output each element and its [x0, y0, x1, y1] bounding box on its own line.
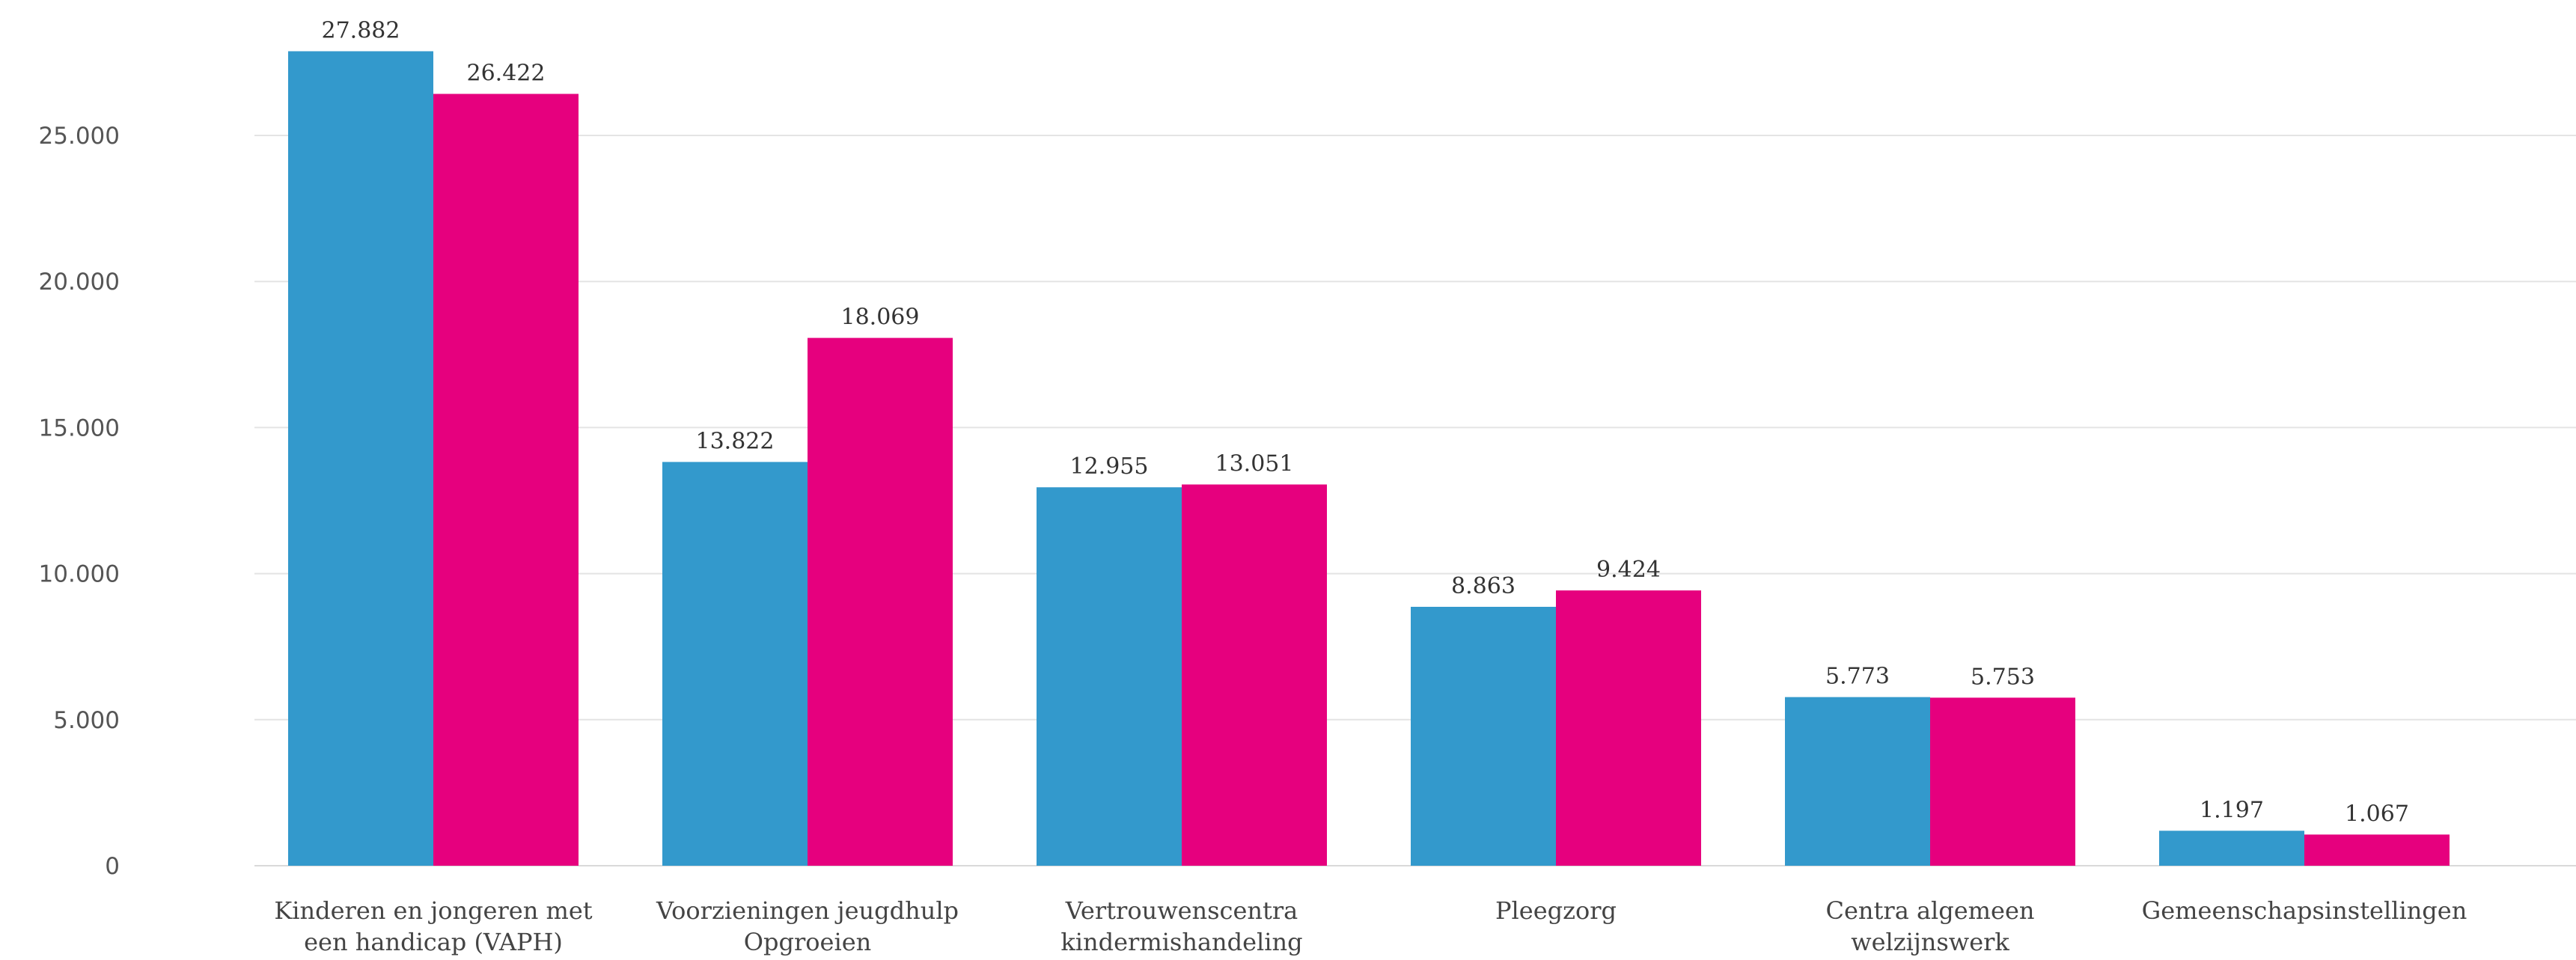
category-label-line: Vertrouwenscentra: [1065, 896, 1298, 925]
category-label-0: Kinderen en jongeren met een handicap (VA…: [274, 896, 592, 956]
data-label-3-series-0: 8.863: [1451, 573, 1516, 599]
data-label-5-series-0: 1.197: [2200, 797, 2264, 823]
category-label-2: Vertrouwenscentra kindermishandeling: [1060, 896, 1302, 956]
bars: [288, 51, 2450, 866]
y-tick-label-2: 10.000: [39, 561, 120, 588]
data-label-0-series-0: 27.882: [322, 17, 400, 43]
category-label-4: Centra algemeen welzijnswerk: [1826, 896, 2035, 956]
category-label-line: Centra algemeen: [1826, 896, 2035, 925]
bar-4-series-0: [1785, 697, 1930, 866]
data-label-4-series-1: 5.753: [1971, 664, 2035, 690]
bar-0-series-1: [433, 94, 579, 866]
bar-0-series-0: [288, 51, 433, 866]
category-label-1: Voorzieningen jeugdhulp Opgroeien: [656, 896, 959, 956]
data-label-2-series-0: 12.955: [1070, 453, 1149, 480]
data-label-0-series-1: 26.422: [467, 60, 546, 86]
data-label-4-series-0: 5.773: [1825, 664, 1890, 690]
bar-5-series-0: [2159, 831, 2304, 866]
category-label-line: kindermishandeling: [1060, 928, 1302, 956]
category-label-line: Voorzieningen jeugdhulp: [656, 896, 959, 925]
y-tick-label-1: 5.000: [53, 707, 120, 734]
data-label-1-series-1: 18.069: [841, 305, 920, 331]
data-label-1-series-0: 13.822: [696, 428, 775, 454]
category-label-line: Kinderen en jongeren met: [274, 896, 592, 925]
y-axis-ticks: 0 5.000 10.000 15.000 20.000 25.000: [39, 123, 120, 880]
bar-2-series-1: [1182, 484, 1327, 866]
category-label-3: Pleegzorg: [1495, 896, 1617, 925]
category-label-line: Gemeenschapsinstellingen: [2142, 896, 2467, 925]
y-tick-label-5: 25.000: [39, 123, 120, 150]
category-label-5: Gemeenschapsinstellingen: [2142, 896, 2467, 925]
category-label-line: een handicap (VAPH): [304, 928, 563, 956]
bar-3-series-1: [1556, 590, 1701, 866]
category-label-line: welzijnswerk: [1851, 928, 2009, 956]
y-tick-label-3: 15.000: [39, 415, 120, 441]
x-axis-categories: Kinderen en jongeren met een handicap (VA…: [274, 896, 2467, 956]
bar-3-series-0: [1411, 606, 1556, 866]
bar-1-series-1: [808, 337, 953, 866]
data-label-3-series-1: 9.424: [1596, 557, 1661, 583]
bar-5-series-1: [2304, 834, 2450, 866]
y-tick-label-4: 20.000: [39, 269, 120, 296]
y-tick-label-0: 0: [105, 853, 120, 880]
data-label-2-series-1: 13.051: [1215, 450, 1294, 477]
bar-2-series-0: [1037, 487, 1182, 866]
category-label-line: Opgroeien: [744, 928, 871, 956]
bar-1-series-0: [662, 462, 808, 866]
category-label-line: Pleegzorg: [1495, 896, 1617, 925]
data-labels: 27.882 26.422 13.822 18.069 12.955 13.051 8.86…: [322, 17, 2409, 827]
bar-4-series-1: [1930, 697, 2075, 866]
data-label-5-series-1: 1.067: [2345, 801, 2409, 827]
